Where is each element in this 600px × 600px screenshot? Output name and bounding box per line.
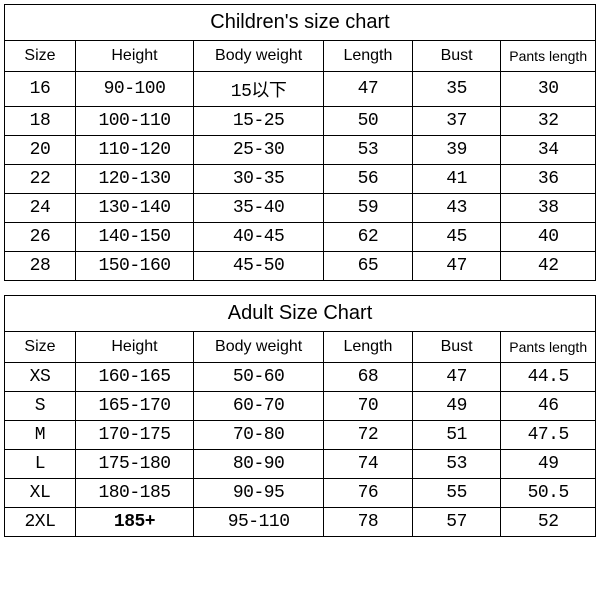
col-header-bust: Bust: [412, 332, 501, 363]
table-row: XL180-18590-95765550.5: [5, 479, 596, 508]
table-row: XS160-16550-60684744.5: [5, 363, 596, 392]
col-header-height: Height: [75, 41, 193, 72]
table-row: 22120-13030-35564136: [5, 165, 596, 194]
col-header-pants: Pants length: [501, 332, 596, 363]
col-header-bust: Bust: [412, 41, 501, 72]
children-header-row: Size Height Body weight Length Bust Pant…: [5, 41, 596, 72]
adult-size-chart: Adult Size Chart Size Height Body weight…: [4, 295, 596, 537]
table-row: 18100-11015-25503732: [5, 107, 596, 136]
col-header-length: Length: [324, 41, 413, 72]
table-row: 2XL185+95-110785752: [5, 508, 596, 537]
table-row: L175-18080-90745349: [5, 450, 596, 479]
children-chart-title: Children's size chart: [5, 5, 596, 41]
table-row: M170-17570-80725147.5: [5, 421, 596, 450]
col-header-size: Size: [5, 41, 76, 72]
table-row: S165-17060-70704946: [5, 392, 596, 421]
col-header-weight: Body weight: [194, 332, 324, 363]
col-header-pants: Pants length: [501, 41, 596, 72]
table-row: 1690-10015以下473530: [5, 72, 596, 107]
table-row: 24130-14035-40594338: [5, 194, 596, 223]
table-row: 20110-12025-30533934: [5, 136, 596, 165]
adult-chart-title: Adult Size Chart: [5, 296, 596, 332]
col-header-weight: Body weight: [194, 41, 324, 72]
table-row: 28150-16045-50654742: [5, 252, 596, 281]
col-header-height: Height: [75, 332, 193, 363]
col-header-length: Length: [324, 332, 413, 363]
table-row: 26140-15040-45624540: [5, 223, 596, 252]
col-header-size: Size: [5, 332, 76, 363]
children-size-chart: Children's size chart Size Height Body w…: [4, 4, 596, 281]
adult-header-row: Size Height Body weight Length Bust Pant…: [5, 332, 596, 363]
